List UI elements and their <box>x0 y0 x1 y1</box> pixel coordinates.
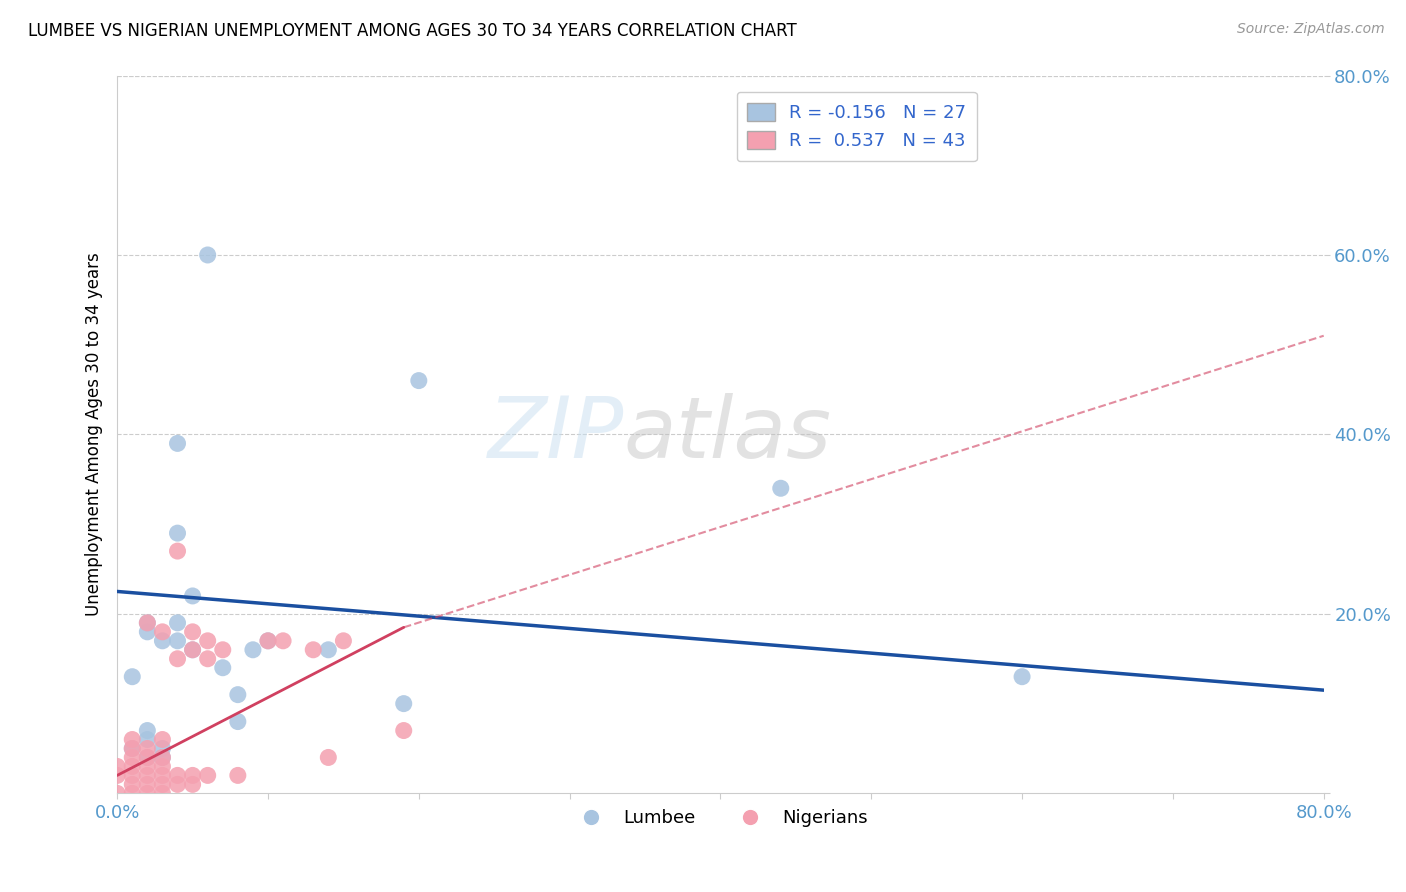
Point <box>166 526 188 541</box>
Point <box>136 723 159 738</box>
Point <box>121 750 143 764</box>
Point <box>136 624 159 639</box>
Point <box>181 589 204 603</box>
Point <box>152 732 174 747</box>
Text: ZIP: ZIP <box>488 393 624 476</box>
Point <box>181 768 204 782</box>
Point <box>121 786 143 800</box>
Point <box>105 768 128 782</box>
Point <box>181 642 204 657</box>
Point <box>136 615 159 630</box>
Point <box>136 750 159 764</box>
Point <box>121 768 143 782</box>
Point <box>302 642 325 657</box>
Point <box>166 615 188 630</box>
Point <box>197 248 219 262</box>
Legend: Lumbee, Nigerians: Lumbee, Nigerians <box>565 802 875 835</box>
Point <box>392 723 415 738</box>
Point <box>136 768 159 782</box>
Point <box>318 642 340 657</box>
Point <box>181 642 204 657</box>
Point <box>152 759 174 773</box>
Point <box>152 750 174 764</box>
Point <box>121 741 143 756</box>
Point <box>136 750 159 764</box>
Point <box>136 777 159 791</box>
Point <box>105 759 128 773</box>
Point <box>166 633 188 648</box>
Point <box>257 633 280 648</box>
Point <box>121 759 143 773</box>
Point <box>152 786 174 800</box>
Point <box>392 697 415 711</box>
Point <box>152 741 174 756</box>
Point <box>152 750 174 764</box>
Point <box>166 768 188 782</box>
Point <box>332 633 354 648</box>
Point <box>166 652 188 666</box>
Point <box>197 652 219 666</box>
Point <box>166 544 188 558</box>
Point <box>105 786 128 800</box>
Point <box>136 759 159 773</box>
Point <box>121 732 143 747</box>
Point <box>271 633 294 648</box>
Point <box>136 786 159 800</box>
Point <box>318 750 340 764</box>
Text: Source: ZipAtlas.com: Source: ZipAtlas.com <box>1237 22 1385 37</box>
Point <box>136 741 159 756</box>
Text: atlas: atlas <box>624 393 832 476</box>
Point <box>181 777 204 791</box>
Point <box>136 615 159 630</box>
Point <box>226 714 249 729</box>
Text: LUMBEE VS NIGERIAN UNEMPLOYMENT AMONG AGES 30 TO 34 YEARS CORRELATION CHART: LUMBEE VS NIGERIAN UNEMPLOYMENT AMONG AG… <box>28 22 797 40</box>
Point <box>152 768 174 782</box>
Point <box>166 777 188 791</box>
Point <box>408 374 430 388</box>
Point <box>211 661 233 675</box>
Point <box>121 741 143 756</box>
Point <box>197 768 219 782</box>
Point <box>226 768 249 782</box>
Point <box>211 642 233 657</box>
Point <box>121 670 143 684</box>
Point <box>181 624 204 639</box>
Point <box>226 688 249 702</box>
Point <box>166 436 188 450</box>
Point <box>121 777 143 791</box>
Point <box>257 633 280 648</box>
Point <box>1011 670 1033 684</box>
Point <box>197 633 219 648</box>
Point <box>152 777 174 791</box>
Point <box>136 732 159 747</box>
Y-axis label: Unemployment Among Ages 30 to 34 years: Unemployment Among Ages 30 to 34 years <box>86 252 103 616</box>
Point <box>152 624 174 639</box>
Point <box>242 642 264 657</box>
Point <box>769 481 792 495</box>
Point <box>152 633 174 648</box>
